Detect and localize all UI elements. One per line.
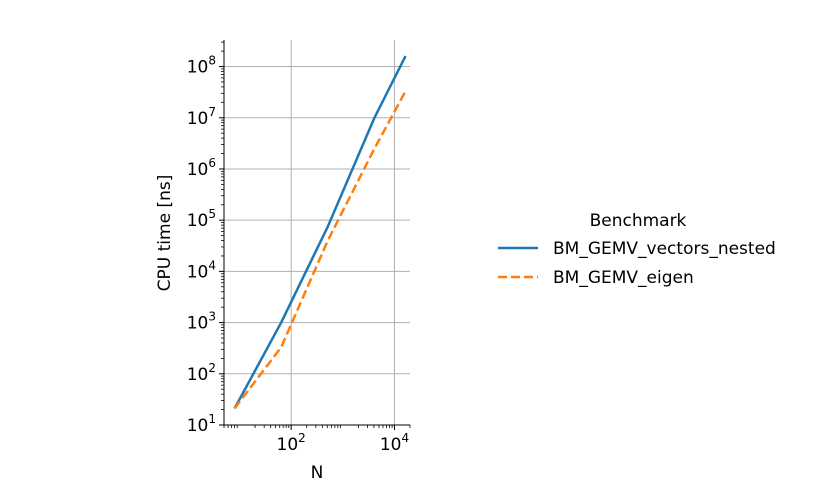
y-tick-label: 103: [187, 310, 216, 334]
y-tick-label: 105: [187, 207, 216, 231]
legend-label-2: BM_GEMV_eigen: [553, 268, 694, 288]
grid: [224, 40, 410, 426]
y-axis-label: CPU time [ns]: [155, 175, 175, 292]
legend-title: Benchmark: [590, 211, 687, 231]
axes: [223, 40, 410, 426]
y-tick-label: 102: [187, 361, 216, 385]
x-tick-label: 102: [277, 431, 306, 455]
y-tick-label: 101: [187, 412, 216, 436]
legend: Benchmark BM_GEMV_vectors_nested BM_GEMV_…: [498, 211, 776, 288]
y-tick-label: 106: [187, 156, 216, 180]
x-tick-label: 104: [380, 431, 409, 455]
y-ticks: 101 102 103 104 105 106 107 108: [187, 41, 224, 436]
x-axis-label: N: [311, 463, 324, 483]
series-line-1: [233, 55, 407, 410]
x-ticks: 102 104: [223, 425, 411, 455]
y-tick-label: 104: [187, 258, 216, 282]
series-lines: [233, 55, 407, 410]
y-tick-label: 107: [187, 105, 216, 129]
y-tick-label: 108: [187, 54, 216, 78]
legend-label-1: BM_GEMV_vectors_nested: [553, 239, 776, 259]
series-line-2: [233, 90, 407, 410]
